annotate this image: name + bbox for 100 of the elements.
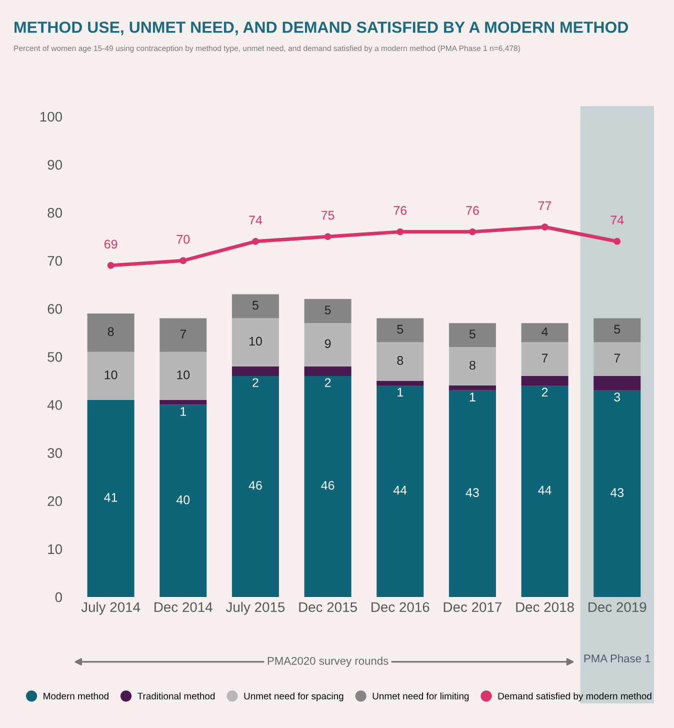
y-tick-label: 100 [40, 112, 62, 122]
data-label: 69 [104, 240, 118, 249]
data-label: 77 [538, 201, 552, 210]
data-label: 75 [321, 210, 334, 220]
x-tick-label: Dec 2017 [444, 602, 502, 612]
bar [232, 366, 279, 376]
bar [521, 342, 568, 376]
data-label: 41 [104, 493, 118, 502]
bar [232, 318, 279, 366]
chart-title: METHOD USE, UNMET NEED, AND DEMAND SATISFIED BY A MODERN METHOD [14, 22, 628, 36]
bar [232, 376, 279, 597]
data-label: 74 [249, 216, 262, 224]
data-label: 8 [470, 360, 476, 370]
data-label: 5 [614, 324, 620, 334]
data-label: 76 [394, 206, 407, 215]
bar [304, 376, 352, 597]
data-label: 4 [542, 327, 548, 336]
y-tick-label: 40 [47, 400, 62, 410]
x-tick-label: Dec 2018 [516, 602, 574, 612]
x-tick-label: Dec 2014 [154, 602, 212, 612]
bar [160, 400, 207, 405]
bar [448, 347, 496, 386]
data-label: 8 [108, 327, 114, 336]
data-label: 43 [610, 488, 624, 498]
y-tick-label: 0 [55, 592, 62, 602]
data-label: 10 [104, 370, 118, 380]
bar [521, 323, 568, 342]
x-tick-label: July 2015 [226, 602, 285, 615]
data-label: 3 [614, 392, 620, 402]
x-tick-label: Dec 2019 [588, 602, 646, 612]
bar [160, 404, 207, 597]
y-tick-label: 80 [48, 208, 62, 218]
band-label: PMA Phase 1 [584, 654, 650, 662]
data-label: 5 [324, 306, 331, 314]
data-label: 46 [321, 480, 334, 490]
y-tick-label: 10 [48, 544, 62, 554]
data-label: 44 [538, 486, 552, 494]
data-label: 8 [397, 356, 404, 365]
data-label: 44 [393, 486, 407, 494]
bar [87, 400, 134, 597]
data-label: 2 [324, 378, 331, 387]
data-label: 5 [252, 300, 258, 310]
y-tick-label: 70 [48, 256, 62, 266]
data-label: 7 [180, 330, 186, 338]
data-label: 2 [542, 388, 548, 397]
point [180, 257, 187, 264]
data-label: 7 [614, 354, 620, 362]
data-label: 74 [610, 216, 624, 224]
x-tick-label: Dec 2015 [299, 602, 357, 612]
bar [376, 318, 424, 342]
bar [304, 299, 352, 324]
point [107, 262, 114, 269]
y-tick-label: 50 [48, 352, 62, 362]
data-label: 1 [180, 407, 186, 416]
data-label: 76 [466, 206, 479, 215]
data-label: 40 [176, 495, 190, 504]
y-tick-label: 60 [48, 304, 62, 314]
data-label: 9 [324, 339, 331, 348]
legend-label: Traditional method [138, 692, 215, 700]
bar [448, 323, 496, 348]
data-label: 70 [176, 234, 190, 244]
data-label: 43 [466, 488, 479, 498]
text: PMA2020 survey rounds [268, 656, 388, 668]
point [396, 228, 404, 236]
legend-label: Modern method [44, 692, 108, 700]
data-label: 10 [177, 370, 190, 380]
legend-label: Unmet need for spacing [244, 692, 344, 702]
y-tick-label: 30 [48, 448, 62, 458]
data-label: 1 [470, 392, 476, 402]
data-label: 5 [397, 324, 404, 334]
bar [304, 366, 352, 376]
y-tick-label: 90 [48, 160, 62, 170]
x-tick-label: Dec 2016 [372, 602, 430, 612]
point [468, 228, 476, 236]
legend-label: Unmet need for limiting [372, 692, 469, 702]
bar [376, 342, 424, 381]
x-tick-label: July 2014 [81, 602, 140, 615]
y-tick-label: 20 [48, 496, 62, 506]
bar [87, 352, 134, 400]
bar [160, 318, 207, 352]
bar [376, 380, 424, 386]
bar [594, 342, 641, 376]
point [324, 233, 332, 240]
data-label: 1 [398, 388, 403, 397]
data-label: 10 [249, 336, 262, 346]
bar [594, 318, 641, 342]
data-label: 2 [252, 378, 258, 387]
point [614, 238, 621, 245]
point [541, 224, 548, 230]
bar [232, 294, 279, 318]
data-label: 5 [469, 330, 476, 338]
bar [448, 386, 496, 390]
data-label: 46 [248, 480, 262, 490]
bar [87, 313, 134, 352]
bar [521, 376, 568, 386]
bar [448, 390, 496, 597]
bar [160, 352, 207, 400]
bar [304, 323, 352, 366]
bar [594, 390, 641, 597]
legend-label: Demand satisfied by modern method [498, 692, 652, 702]
